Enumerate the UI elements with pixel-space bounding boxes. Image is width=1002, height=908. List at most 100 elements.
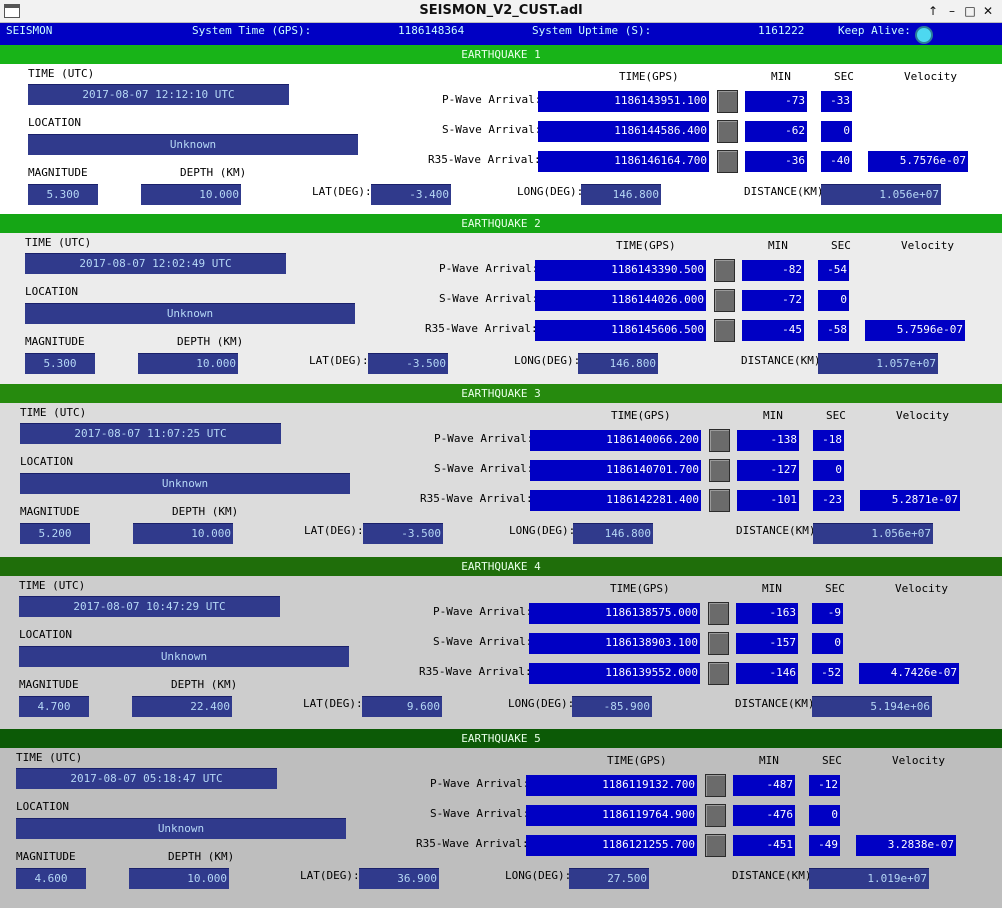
- p-wave-status-indicator: [705, 774, 726, 797]
- long-label: LONG(DEG):: [508, 697, 575, 710]
- long-label: LONG(DEG):: [517, 185, 584, 198]
- p-wave-sec-field: -18: [813, 430, 844, 451]
- magnitude-field: 5.300: [28, 184, 98, 205]
- sec-header: SEC: [825, 582, 845, 595]
- depth-field: 10.000: [138, 353, 238, 374]
- distance-field: 1.057e+07: [818, 353, 938, 374]
- min-header: MIN: [771, 70, 791, 83]
- r35-wave-gps-field: 1186146164.700: [538, 151, 709, 172]
- s-wave-status-indicator: [714, 289, 735, 312]
- earthquake-header-4: EARTHQUAKE 4: [0, 557, 1002, 576]
- p-wave-label: P-Wave Arrival:: [442, 93, 542, 106]
- keep-above-icon[interactable]: ↑: [927, 4, 939, 18]
- r35-wave-sec-field: -23: [813, 490, 844, 511]
- min-header: MIN: [759, 754, 779, 767]
- p-wave-min-field: -138: [737, 430, 799, 451]
- distance-label: DISTANCE(KM):: [736, 524, 823, 537]
- time-gps-header: TIME(GPS): [619, 70, 679, 83]
- long-field: 146.800: [578, 353, 658, 374]
- earthquake-panel-4: EARTHQUAKE 4 TIME (UTC) 2017-08-07 10:47:2…: [0, 557, 1002, 729]
- p-wave-gps-field: 1186119132.700: [526, 775, 697, 796]
- time-gps-header: TIME(GPS): [610, 582, 670, 595]
- location-label: LOCATION: [16, 800, 69, 813]
- time-utc-label: TIME (UTC): [25, 236, 92, 249]
- system-time-label: System Time (GPS):: [192, 24, 312, 37]
- s-wave-label: S-Wave Arrival:: [439, 292, 539, 305]
- r35-wave-status-indicator: [708, 662, 729, 685]
- earthquake-panel-5: EARTHQUAKE 5 TIME (UTC) 2017-08-07 05:18:4…: [0, 729, 1002, 908]
- distance-field: 1.056e+07: [813, 523, 933, 544]
- p-wave-label: P-Wave Arrival:: [434, 432, 534, 445]
- r35-wave-status-indicator: [717, 150, 738, 173]
- depth-label: DEPTH (KM): [177, 335, 244, 348]
- velocity-header: Velocity: [901, 239, 954, 252]
- location-label: LOCATION: [19, 628, 72, 641]
- maximize-icon[interactable]: □: [964, 4, 976, 18]
- s-wave-status-indicator: [705, 804, 726, 827]
- depth-field: 10.000: [133, 523, 233, 544]
- sec-header: SEC: [831, 239, 851, 252]
- time-gps-header: TIME(GPS): [611, 409, 671, 422]
- distance-label: DISTANCE(KM):: [741, 354, 828, 367]
- r35-wave-gps-field: 1186121255.700: [526, 835, 697, 856]
- p-wave-status-indicator: [708, 602, 729, 625]
- uptime-label: System Uptime (S):: [532, 24, 652, 37]
- s-wave-sec-field: 0: [821, 121, 852, 142]
- velocity-field: 3.2838e-07: [856, 835, 956, 856]
- sec-header: SEC: [822, 754, 842, 767]
- velocity-header: Velocity: [892, 754, 945, 767]
- r35-wave-min-field: -451: [733, 835, 795, 856]
- lat-field: -3.500: [368, 353, 448, 374]
- p-wave-sec-field: -33: [821, 91, 852, 112]
- depth-label: DEPTH (KM): [168, 850, 235, 863]
- location-label: LOCATION: [28, 116, 81, 129]
- s-wave-gps-field: 1186140701.700: [530, 460, 701, 481]
- r35-wave-min-field: -146: [736, 663, 798, 684]
- sec-header: SEC: [826, 409, 846, 422]
- s-wave-min-field: -476: [733, 805, 795, 826]
- velocity-header: Velocity: [904, 70, 957, 83]
- window-menu-icon[interactable]: [4, 4, 20, 18]
- long-label: LONG(DEG):: [514, 354, 581, 367]
- s-wave-label: S-Wave Arrival:: [430, 807, 530, 820]
- close-icon[interactable]: ✕: [982, 4, 994, 18]
- earthquake-header-1: EARTHQUAKE 1: [0, 45, 1002, 64]
- p-wave-min-field: -73: [745, 91, 807, 112]
- time-utc-label: TIME (UTC): [20, 406, 87, 419]
- s-wave-gps-field: 1186119764.900: [526, 805, 697, 826]
- magnitude-label: MAGNITUDE: [19, 678, 79, 691]
- p-wave-min-field: -487: [733, 775, 795, 796]
- location-label: LOCATION: [20, 455, 73, 468]
- s-wave-sec-field: 0: [813, 460, 844, 481]
- app-label: SEISMON: [6, 24, 53, 37]
- lat-label: LAT(DEG):: [304, 524, 364, 537]
- p-wave-gps-field: 1186143390.500: [535, 260, 706, 281]
- r35-wave-sec-field: -40: [821, 151, 852, 172]
- distance-field: 1.019e+07: [809, 868, 929, 889]
- s-wave-min-field: -127: [737, 460, 799, 481]
- r35-wave-min-field: -45: [742, 320, 804, 341]
- s-wave-gps-field: 1186144026.000: [535, 290, 706, 311]
- time-utc-field: 2017-08-07 12:02:49 UTC: [25, 253, 286, 274]
- earthquake-panel-1: EARTHQUAKE 1 TIME (UTC) 2017-08-07 12:12:1…: [0, 45, 1002, 214]
- location-label: LOCATION: [25, 285, 78, 298]
- r35-wave-sec-field: -58: [818, 320, 849, 341]
- depth-field: 10.000: [141, 184, 241, 205]
- r35-wave-status-indicator: [709, 489, 730, 512]
- distance-label: DISTANCE(KM):: [744, 185, 831, 198]
- lat-label: LAT(DEG):: [309, 354, 369, 367]
- p-wave-label: P-Wave Arrival:: [433, 605, 533, 618]
- earthquake-header-3: EARTHQUAKE 3: [0, 384, 1002, 403]
- lat-label: LAT(DEG):: [300, 869, 360, 882]
- minimize-icon[interactable]: –: [949, 4, 955, 18]
- distance-label: DISTANCE(KM):: [735, 697, 822, 710]
- p-wave-gps-field: 1186143951.100: [538, 91, 709, 112]
- long-field: -85.900: [572, 696, 652, 717]
- lat-field: -3.500: [363, 523, 443, 544]
- location-field: Unknown: [25, 303, 355, 324]
- depth-label: DEPTH (KM): [172, 505, 239, 518]
- p-wave-gps-field: 1186138575.000: [529, 603, 700, 624]
- time-utc-label: TIME (UTC): [28, 67, 95, 80]
- lat-label: LAT(DEG):: [312, 185, 372, 198]
- s-wave-status-indicator: [709, 459, 730, 482]
